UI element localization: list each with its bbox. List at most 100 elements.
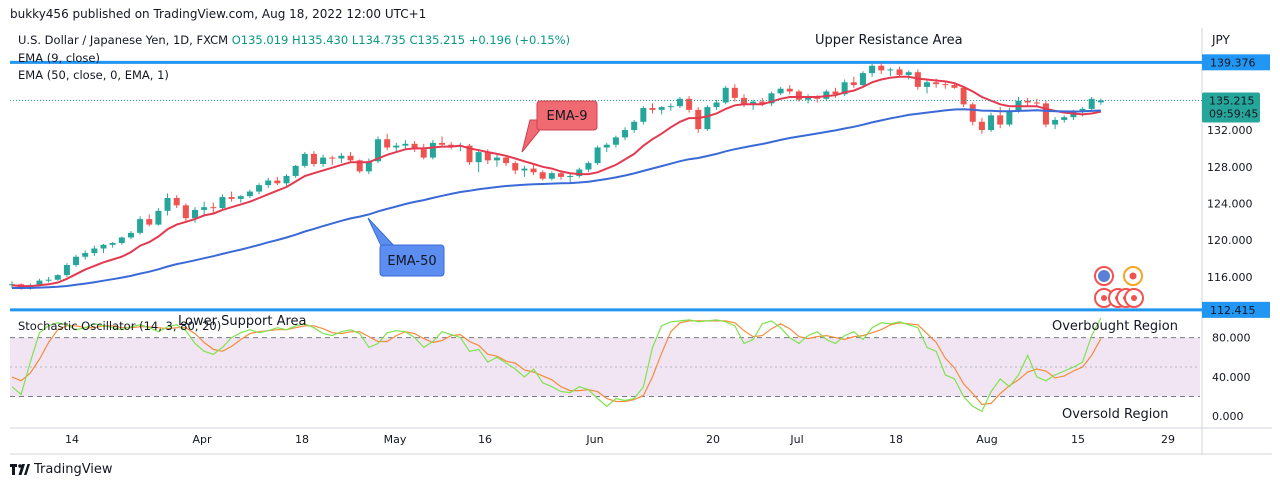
candle-body [567, 175, 574, 177]
stoch-legend: Stochastic Oscillator (14, 3, 80, 20) [18, 319, 222, 333]
candle-body [301, 153, 308, 166]
candle-body [512, 163, 519, 171]
candle-body [173, 197, 180, 206]
candle-body [924, 82, 930, 87]
candle-body [978, 121, 985, 131]
candle-body [137, 219, 144, 233]
stoch-tick-label: 0.000 [1212, 410, 1244, 423]
candle-body [786, 88, 793, 92]
candle-body [805, 96, 812, 100]
candle-body [850, 82, 857, 86]
time-tick-label: May [384, 433, 407, 446]
stoch-k-line [11, 317, 1102, 413]
price-tick-label: 116.000 [1207, 271, 1253, 284]
upper-resistance-label: Upper Resistance Area [815, 33, 963, 48]
footer-brand[interactable]: TradingView [10, 462, 113, 477]
candle-body [100, 244, 107, 249]
candle-body [704, 107, 711, 130]
candle-body [475, 152, 482, 163]
candle-body [201, 207, 208, 210]
tradingview-logo-icon [10, 463, 30, 475]
lower-support-label: Lower Support Area [178, 314, 307, 329]
open-value: O135.019 [231, 33, 289, 47]
support-price-text: 112.415 [1210, 304, 1256, 317]
candle-body [594, 147, 601, 164]
candle-body [750, 101, 757, 105]
candle-body [722, 87, 729, 103]
candle-body [347, 155, 354, 161]
footer-brand-text: TradingView [34, 462, 113, 477]
candle-body [466, 145, 473, 163]
candle-body [695, 109, 702, 130]
candle-body [713, 102, 720, 108]
candle-body [228, 197, 235, 199]
time-tick-label: 16 [478, 433, 492, 446]
candle-body [832, 91, 839, 95]
last-price-label [1202, 92, 1260, 123]
high-value: H135.430 [291, 33, 349, 47]
candle-body [539, 172, 546, 179]
event-stack-dot [1131, 295, 1137, 301]
candle-body [530, 168, 537, 173]
candle-body [658, 107, 665, 110]
countdown-text: 09:59:45 [1209, 108, 1258, 121]
candle-body [741, 97, 747, 105]
candle-body [384, 139, 391, 148]
time-tick-label: 20 [706, 433, 720, 446]
candle-body [484, 152, 491, 161]
candle-body [896, 69, 903, 75]
candle-body [942, 84, 949, 86]
candle-body [1061, 117, 1068, 120]
candle-body [265, 180, 272, 186]
candle-body [859, 73, 866, 86]
candle-body [951, 85, 958, 88]
time-tick-label: Jun [585, 433, 603, 446]
event-stack-dot [1101, 295, 1107, 301]
candle-body [777, 88, 784, 94]
candle-body [118, 237, 125, 243]
support-price-label [1202, 301, 1270, 318]
ema50-callout-text: EMA-50 [387, 254, 436, 269]
ema9-callout-box [536, 100, 598, 131]
resistance-price-text: 139.376 [1210, 56, 1256, 69]
candle-body [841, 82, 848, 95]
candle-body [1006, 110, 1013, 125]
candle-body [603, 144, 610, 148]
ema50-line [12, 108, 1101, 289]
candle-body [768, 93, 775, 104]
last-price-text: 135.215 [1209, 95, 1255, 108]
candle-body [91, 248, 98, 254]
candle-body [411, 143, 418, 150]
candle-body [45, 279, 52, 281]
candle-body [274, 180, 281, 184]
candle-body [393, 145, 400, 148]
candle-body [640, 108, 647, 122]
candle-body [576, 169, 583, 176]
stoch-tick-label: 40.000 [1212, 371, 1251, 384]
candle-body [237, 196, 244, 199]
candle-body [9, 284, 15, 286]
candle-body [338, 155, 345, 159]
candle-body [795, 91, 802, 100]
time-tick-label: Jul [789, 433, 803, 446]
candle-body [429, 142, 436, 158]
candle-body [503, 157, 510, 164]
candle-body [219, 197, 226, 209]
candle-body [933, 82, 940, 85]
candle-body [585, 163, 592, 170]
candle-body [1052, 119, 1059, 125]
candle-body [146, 219, 153, 225]
symbol-label: U.S. Dollar / Japanese Yen, 1D, FXCM [18, 33, 229, 47]
candle-body [676, 98, 683, 107]
change-value: +0.196 (+0.15%) [468, 33, 571, 47]
jp-flag-event-dot [1129, 272, 1137, 280]
candle-body [73, 256, 80, 266]
time-tick-label: 18 [889, 433, 903, 446]
price-tick-label: 120.000 [1207, 234, 1253, 247]
candle-body [246, 191, 253, 197]
candle-body [1079, 108, 1086, 112]
candle-body [869, 65, 876, 74]
low-value: L134.735 [351, 33, 406, 47]
resistance-price-label [1202, 54, 1270, 71]
